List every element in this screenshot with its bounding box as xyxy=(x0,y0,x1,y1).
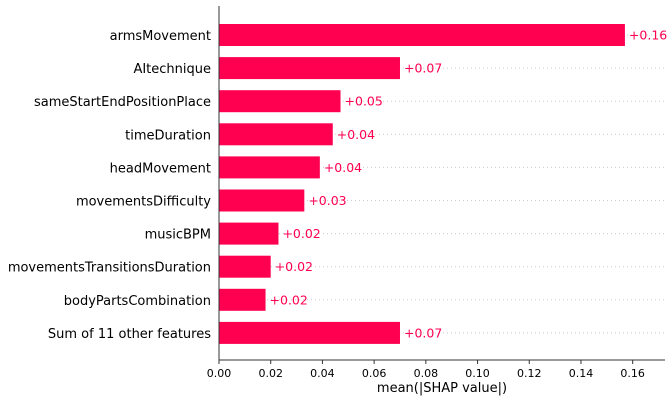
category-label: movementsTransitionsDuration xyxy=(8,261,211,276)
x-ticks-group: 0.00 0.02 0.04 0.06 0.08 0.10 0.12 0.14 0.16 xyxy=(207,360,645,380)
category-labels-group: armsMovement AItechnique sameStartEndPosit… xyxy=(8,29,211,342)
x-tick-label: 0.06 xyxy=(362,367,387,380)
bar-value-label: +0.16 xyxy=(629,28,667,43)
bar-value-label: +0.05 xyxy=(345,94,383,109)
bar xyxy=(219,90,341,113)
bar-value-label: +0.04 xyxy=(337,127,375,142)
bar xyxy=(219,24,625,46)
category-label: movementsDifficulty xyxy=(76,195,211,210)
x-tick-label: 0.16 xyxy=(620,367,645,380)
x-tick-label: 0.04 xyxy=(310,367,335,380)
bar-value-label: +0.02 xyxy=(282,226,320,241)
bar xyxy=(219,255,271,278)
category-label: timeDuration xyxy=(125,128,211,143)
category-label: AItechnique xyxy=(133,62,211,77)
x-tick-label: 0.12 xyxy=(517,367,542,380)
x-tick-label: 0.08 xyxy=(414,367,439,380)
bar-value-label: +0.04 xyxy=(324,160,362,175)
bar xyxy=(219,57,400,80)
row-guides xyxy=(219,34,665,334)
x-tick-label: 0.10 xyxy=(465,367,490,380)
category-label: bodyPartsCombination xyxy=(64,294,211,309)
x-axis-label: mean(|SHAP value|) xyxy=(377,381,507,396)
category-label: armsMovement xyxy=(110,29,211,44)
bar-value-label: +0.07 xyxy=(404,61,442,76)
value-labels-group: +0.16 +0.07 +0.05 +0.04 +0.04 +0.03 +0.02 +0.02… xyxy=(270,28,668,341)
bar xyxy=(219,156,320,179)
bar xyxy=(219,222,279,245)
bar-value-label: +0.02 xyxy=(275,259,313,274)
category-label: Sum of 11 other features xyxy=(48,327,211,342)
x-tick-label: 0.02 xyxy=(258,367,283,380)
bar xyxy=(219,321,400,344)
x-tick-label: 0.00 xyxy=(207,367,232,380)
bar xyxy=(219,123,333,146)
bar xyxy=(219,288,266,311)
axes-group xyxy=(218,6,665,361)
category-label: musicBPM xyxy=(145,228,211,243)
bars-group xyxy=(219,24,625,344)
x-tick-label: 0.14 xyxy=(569,367,594,380)
bar-value-label: +0.07 xyxy=(404,325,442,340)
bar-value-label: +0.02 xyxy=(270,292,308,307)
category-label: headMovement xyxy=(110,161,211,176)
category-label: sameStartEndPositionPlace xyxy=(34,95,211,110)
bar-value-label: +0.03 xyxy=(308,193,346,208)
bar xyxy=(219,189,305,212)
